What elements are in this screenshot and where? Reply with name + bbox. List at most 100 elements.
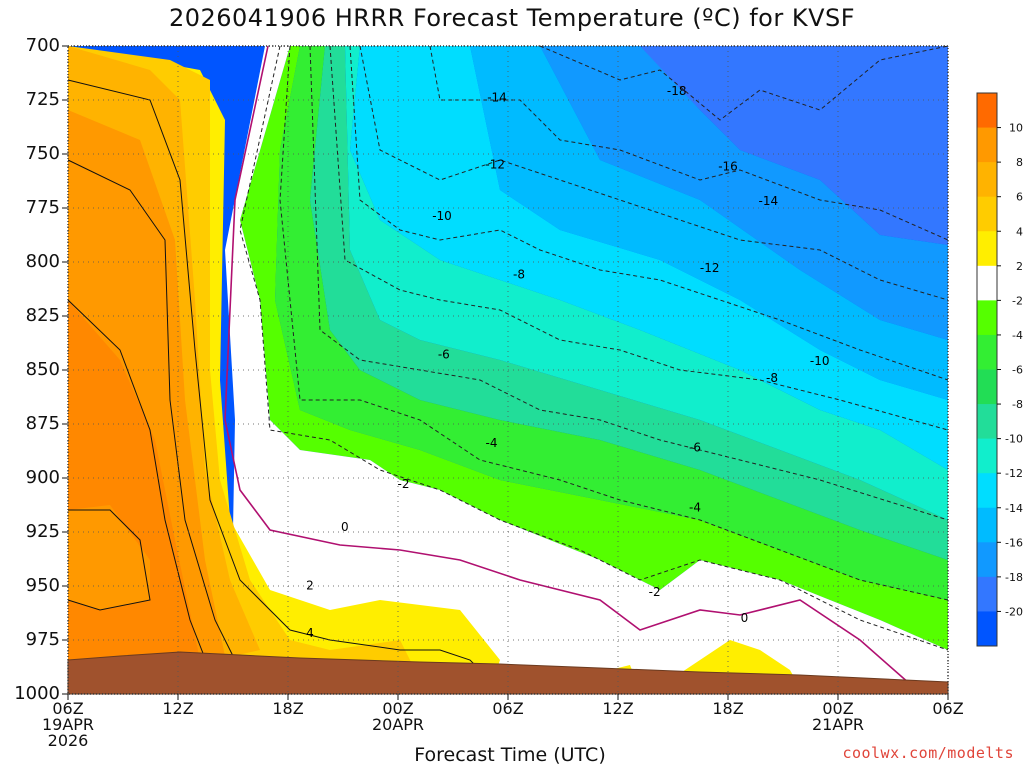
colorbar-label: 8: [1016, 156, 1023, 169]
colorbar-segment: [977, 300, 997, 336]
contour-label: -4: [486, 436, 498, 450]
x-tick-label: 2026: [48, 731, 89, 750]
colorbar-label: -12: [1005, 467, 1023, 480]
colorbar-segment: [977, 404, 997, 440]
contour-label: -2: [649, 585, 661, 599]
dashed-isotherm-7: [279, 45, 949, 601]
contour-label: -14: [487, 90, 507, 104]
colorbar-segment: [977, 196, 997, 232]
x-tick-label: 19APR: [42, 715, 94, 734]
colorbar-segment: [977, 542, 997, 578]
temp-band-18: [68, 505, 150, 610]
y-tick-label: 700: [26, 35, 60, 56]
colorbar-segment: [977, 162, 997, 198]
colorbar-label: 4: [1016, 225, 1023, 238]
contour-label: 0: [341, 520, 349, 534]
contour-label: -12: [700, 261, 720, 275]
colorbar-segment: [977, 93, 997, 129]
chart-title: 2026041906 HRRR Forecast Temperature (ºC…: [168, 4, 856, 32]
y-tick-label: 900: [26, 467, 60, 488]
x-tick-label: 06Z: [52, 699, 83, 718]
contour-label: 0: [741, 611, 749, 625]
colorbar-segment: [977, 127, 997, 163]
x-tick-label: 06Z: [492, 699, 523, 718]
x-tick-label: 20APR: [372, 715, 424, 734]
temp-band-10: [225, 46, 948, 694]
colorbar-segment: [977, 369, 997, 405]
solid-isotherm-3: [67, 299, 216, 685]
colorbar-segment: [977, 334, 997, 370]
colorbar-label: -6: [1012, 364, 1023, 377]
contour-label: 2: [306, 579, 314, 593]
dashed-isotherm-2: [429, 45, 949, 241]
colorbar-label: -4: [1012, 329, 1023, 342]
y-tick-label: 850: [26, 359, 60, 380]
contour-label: -12: [485, 157, 505, 171]
solid-isotherm-4: [67, 509, 151, 611]
zero-isotherm: [224, 45, 911, 685]
contour-label: -4: [689, 501, 701, 515]
solid-isotherm-2: [67, 159, 241, 671]
x-tick-label: 00Z: [382, 699, 413, 718]
contour-label: -6: [438, 347, 450, 361]
colorbar-label: 2: [1016, 260, 1023, 273]
x-tick-label: 12Z: [162, 699, 193, 718]
colorbar-label: -18: [1005, 571, 1023, 584]
contour-label: -6: [689, 440, 701, 454]
colorbar-segment: [977, 231, 997, 267]
colorbar-segment: [977, 576, 997, 612]
x-tick-label: 18Z: [272, 699, 303, 718]
temp-band-4: [470, 46, 948, 400]
x-tick-label: 00Z: [822, 699, 853, 718]
contour-label: -18: [667, 84, 687, 98]
contour-label: -8: [766, 371, 778, 385]
colorbar-label: -20: [1005, 605, 1023, 618]
contour-label: -14: [759, 194, 779, 208]
colorbar-segment: [977, 507, 997, 543]
colorbar-label: 10: [1009, 122, 1023, 135]
dashed-isotherm-3: [359, 45, 949, 301]
contour-label: -16: [718, 159, 738, 173]
y-tick-label: 950: [26, 575, 60, 596]
dashed-isotherm-8: [239, 45, 949, 651]
colorbar-label: -8: [1012, 398, 1023, 411]
y-tick-label: 1000: [14, 683, 60, 704]
temp-band-6: [345, 46, 948, 520]
y-tick-label: 825: [26, 305, 60, 326]
x-tick-label: 12Z: [602, 699, 633, 718]
colorbar-segment: [977, 438, 997, 474]
temp-band-3: [540, 46, 948, 340]
contour-label: -10: [810, 354, 830, 368]
y-tick-label: 725: [26, 89, 60, 110]
contour-label: -2: [398, 477, 410, 491]
x-axis-label: Forecast Time (UTC): [414, 744, 606, 766]
colorbar-label: -16: [1005, 536, 1023, 549]
y-tick-label: 975: [26, 629, 60, 650]
dashed-isotherm-6: [309, 45, 949, 521]
colorbar-label: 6: [1016, 191, 1023, 204]
dashed-isotherm-1: [539, 45, 949, 121]
y-tick-label: 775: [26, 197, 60, 218]
contour-label: -8: [513, 267, 525, 281]
y-tick-label: 750: [26, 143, 60, 164]
temp-band-5: [350, 46, 948, 470]
x-tick-label: 06Z: [932, 699, 963, 718]
solid-isotherm-1: [67, 79, 501, 691]
contour-label: 4: [306, 626, 314, 640]
colorbar-segment: [977, 473, 997, 509]
x-tick-label: 18Z: [712, 699, 743, 718]
colorbar-label: -14: [1005, 502, 1023, 515]
colorbar-label: -2: [1012, 294, 1023, 307]
contour-label: -10: [432, 209, 452, 223]
temp-band-7: [310, 46, 948, 560]
colorbar-segment: [977, 265, 997, 301]
source-credit: coolwx.com/modelts: [842, 744, 1014, 762]
temp-band-2: [640, 46, 948, 245]
colorbar-segment: [977, 611, 997, 647]
y-tick-label: 800: [26, 251, 60, 272]
colorbar-label: -10: [1005, 433, 1023, 446]
y-tick-label: 925: [26, 521, 60, 542]
x-tick-label: 21APR: [812, 715, 864, 734]
temp-band-9: [240, 46, 948, 650]
